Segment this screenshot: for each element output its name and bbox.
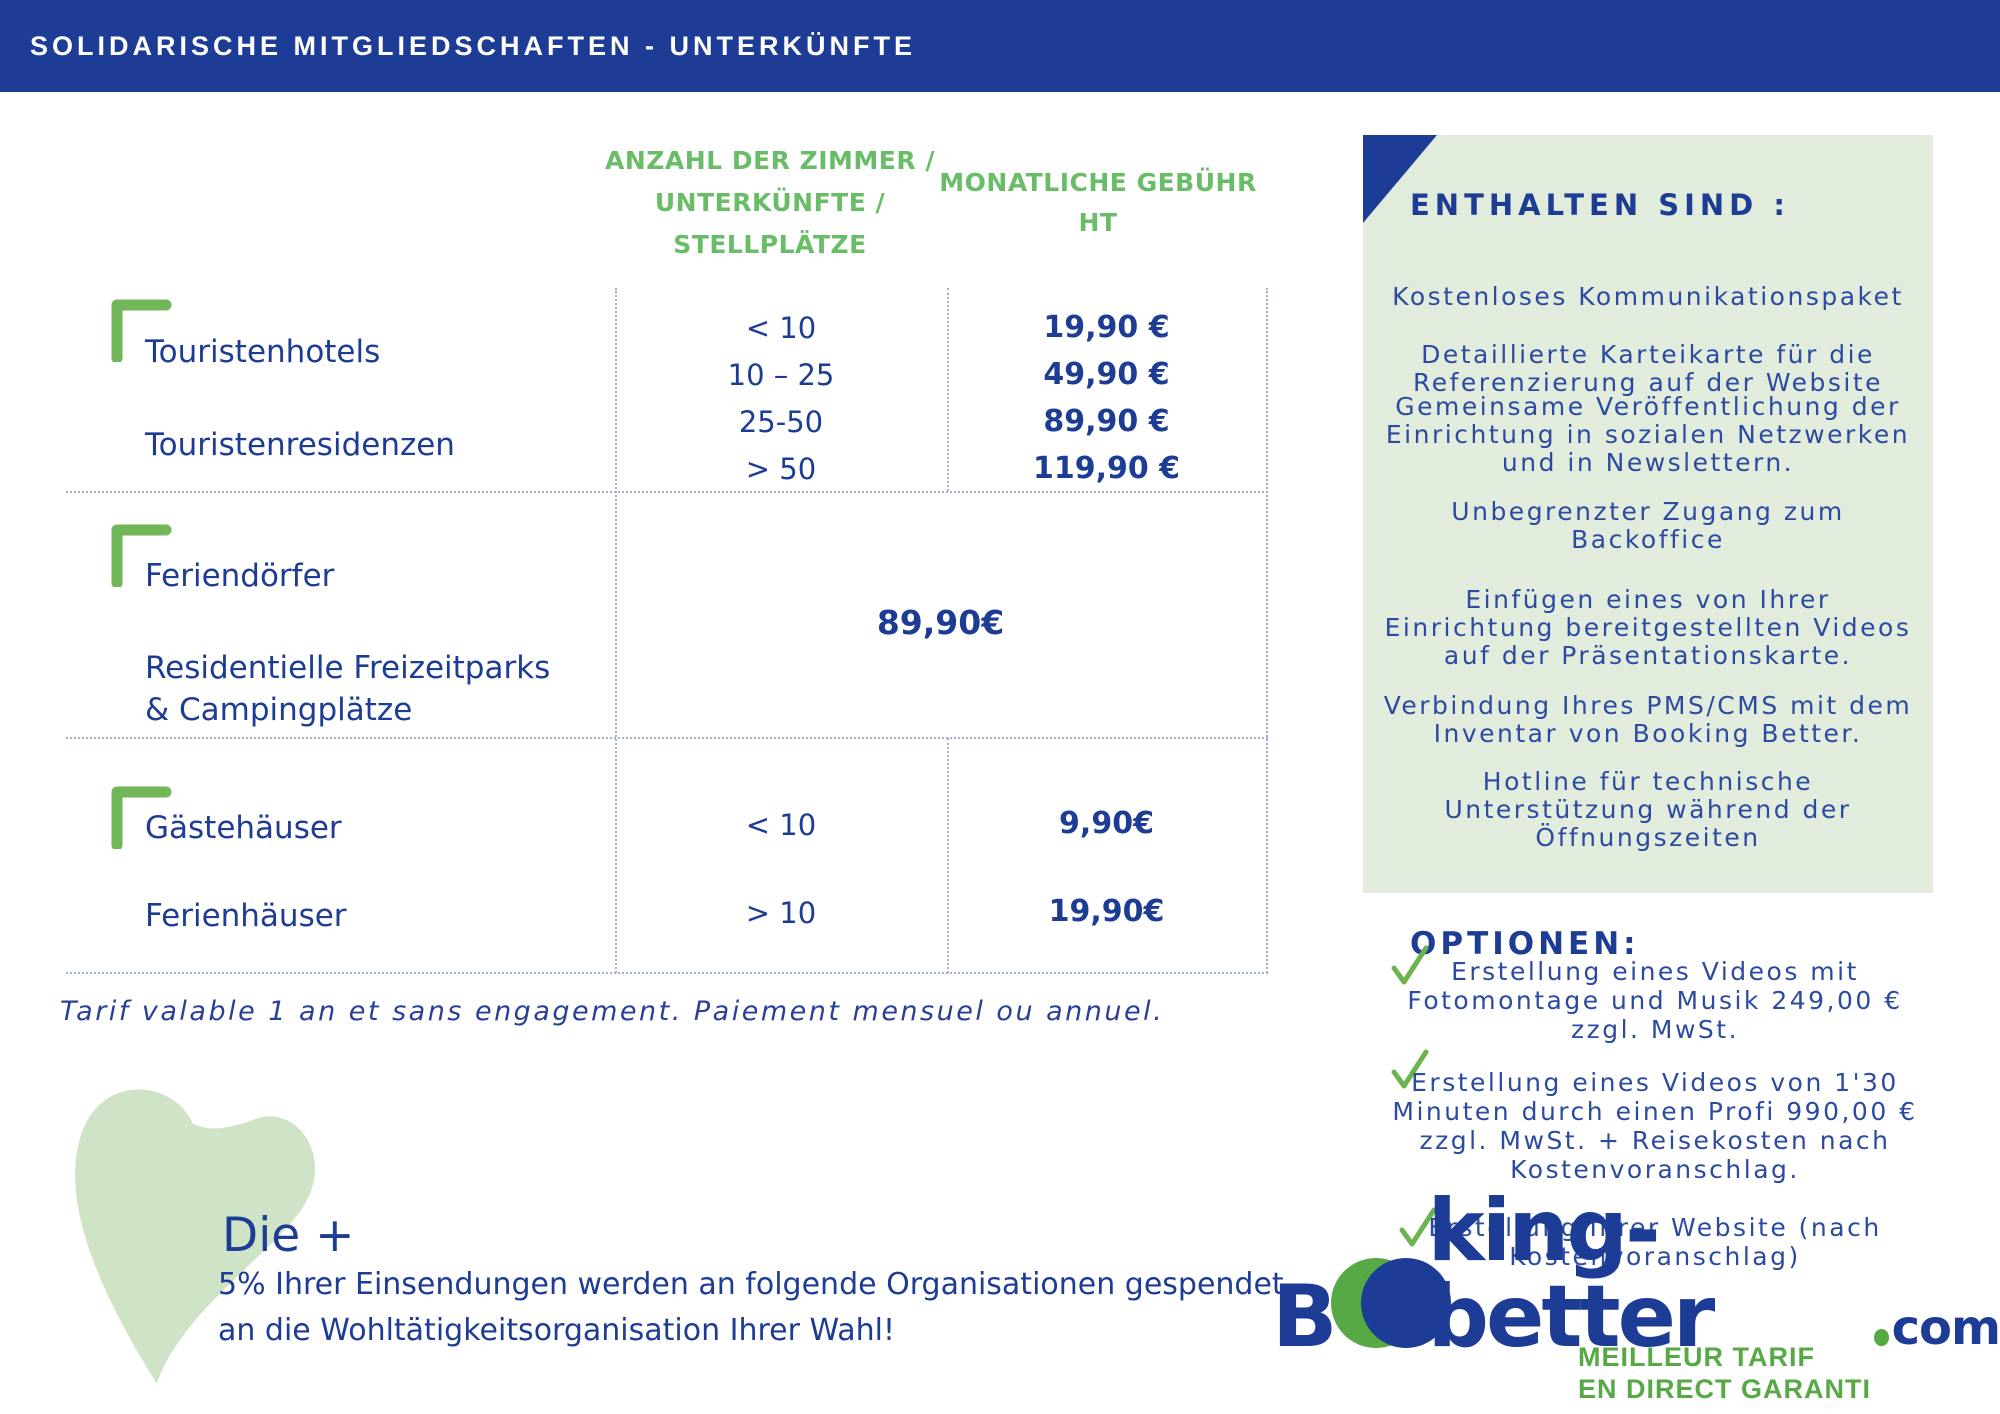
tariff-note: Tarif valable 1 an et sans engagement. P… <box>60 996 1165 1027</box>
corner-triangle-decoration <box>1363 135 1437 223</box>
option-item: Erstellung eines Videos mit Fotomontage … <box>1407 957 1903 1044</box>
logo-circle-blue <box>1360 1258 1451 1348</box>
room-count: 25-50 <box>738 405 824 439</box>
table-divider-horizontal <box>66 737 1268 739</box>
room-count: < 10 <box>745 311 817 345</box>
corner-bracket-icon <box>110 783 172 849</box>
included-item: Hotline für technische Unterstützung wäh… <box>1444 767 1852 852</box>
monthly-price: 19,90 € <box>1043 310 1170 345</box>
option-item: Erstellung Ihrer Website (nach Kostenvor… <box>1428 1213 1882 1271</box>
table-divider-horizontal <box>66 972 1268 974</box>
room-count: < 10 <box>745 808 817 842</box>
logo-tagline-line2: EN DIRECT GARANTI <box>1578 1374 1871 1404</box>
included-item: Detaillierte Karteikarte für die Referen… <box>1412 340 1884 397</box>
logo-text-b: B <box>1272 1267 1338 1367</box>
room-count: 10 – 25 <box>727 358 835 392</box>
logo-text-tld: com <box>1891 1300 2000 1356</box>
booking-better-logo: B king-better com <box>1272 1188 2000 1367</box>
monthly-price: 49,90 € <box>1043 357 1170 392</box>
category-label: Touristenresidenzen <box>145 427 455 463</box>
options-heading: OPTIONEN: <box>1410 926 1640 962</box>
category-label: Gästehäuser <box>145 810 342 846</box>
category-label: Feriendörfer <box>145 558 335 594</box>
logo-text-rest: king-better <box>1427 1181 1716 1367</box>
logo-double-o-icon <box>1330 1258 1451 1348</box>
bonus-text: 5% Ihrer Einsendungen werden an folgende… <box>218 1267 1284 1348</box>
table-divider-horizontal <box>66 491 1268 493</box>
room-count: > 10 <box>745 896 817 930</box>
logo-dot-icon <box>1874 1329 1889 1346</box>
included-item: Kostenloses Kommunikationspaket <box>1392 282 1904 311</box>
category-label: & Campingplätze <box>145 692 413 728</box>
title-banner: SOLIDARISCHE MITGLIEDSCHAFTEN - UNTERKÜN… <box>0 0 2000 92</box>
heart-shape <box>36 1066 387 1413</box>
included-item: Unbegrenzter Zugang zum Backoffice <box>1451 497 1845 554</box>
monthly-price: 19,90€ <box>1048 894 1165 929</box>
page-title: SOLIDARISCHE MITGLIEDSCHAFTEN - UNTERKÜN… <box>30 30 916 61</box>
included-heading: ENTHALTEN SIND : <box>1410 188 1790 222</box>
option-item: Erstellung eines Videos von 1'30 Minuten… <box>1392 1068 1918 1184</box>
included-item: Verbindung Ihres PMS/CMS mit dem Inventa… <box>1383 691 1913 748</box>
monthly-price: 9,90€ <box>1059 806 1154 841</box>
table-divider-vertical <box>947 288 949 491</box>
included-panel <box>1363 135 1933 893</box>
monthly-price: 89,90 € <box>1043 404 1170 439</box>
table-divider-vertical <box>1266 288 1268 973</box>
included-item: Einfügen eines von Ihrer Einrichtung ber… <box>1384 585 1912 670</box>
corner-bracket-icon <box>110 521 172 587</box>
monthly-price: 89,90€ <box>876 603 1005 642</box>
category-label: Residentielle Freizeitparks <box>145 650 551 686</box>
room-count: > 50 <box>745 452 817 486</box>
column-header-rooms: ANZAHL DER ZIMMER / UNTERKÜNFTE / STELLP… <box>605 146 935 259</box>
category-label: Ferienhäuser <box>145 898 347 934</box>
logo-tagline-line1: MEILLEUR TARIF <box>1578 1342 1815 1372</box>
check-icon <box>1398 1206 1438 1250</box>
check-icon <box>1390 1048 1430 1092</box>
category-label: Touristenhotels <box>145 334 381 370</box>
column-header-fee: MONATLICHE GEBÜHR HT <box>939 168 1257 237</box>
corner-bracket-icon <box>110 296 172 362</box>
table-divider-vertical <box>615 288 617 973</box>
monthly-price: 119,90 € <box>1032 451 1181 486</box>
check-icon <box>1390 944 1430 988</box>
table-divider-vertical <box>947 738 949 973</box>
included-item: Gemeinsame Veröffentlichung der Einricht… <box>1385 392 1911 477</box>
bonus-heading: Die + <box>222 1208 355 1263</box>
